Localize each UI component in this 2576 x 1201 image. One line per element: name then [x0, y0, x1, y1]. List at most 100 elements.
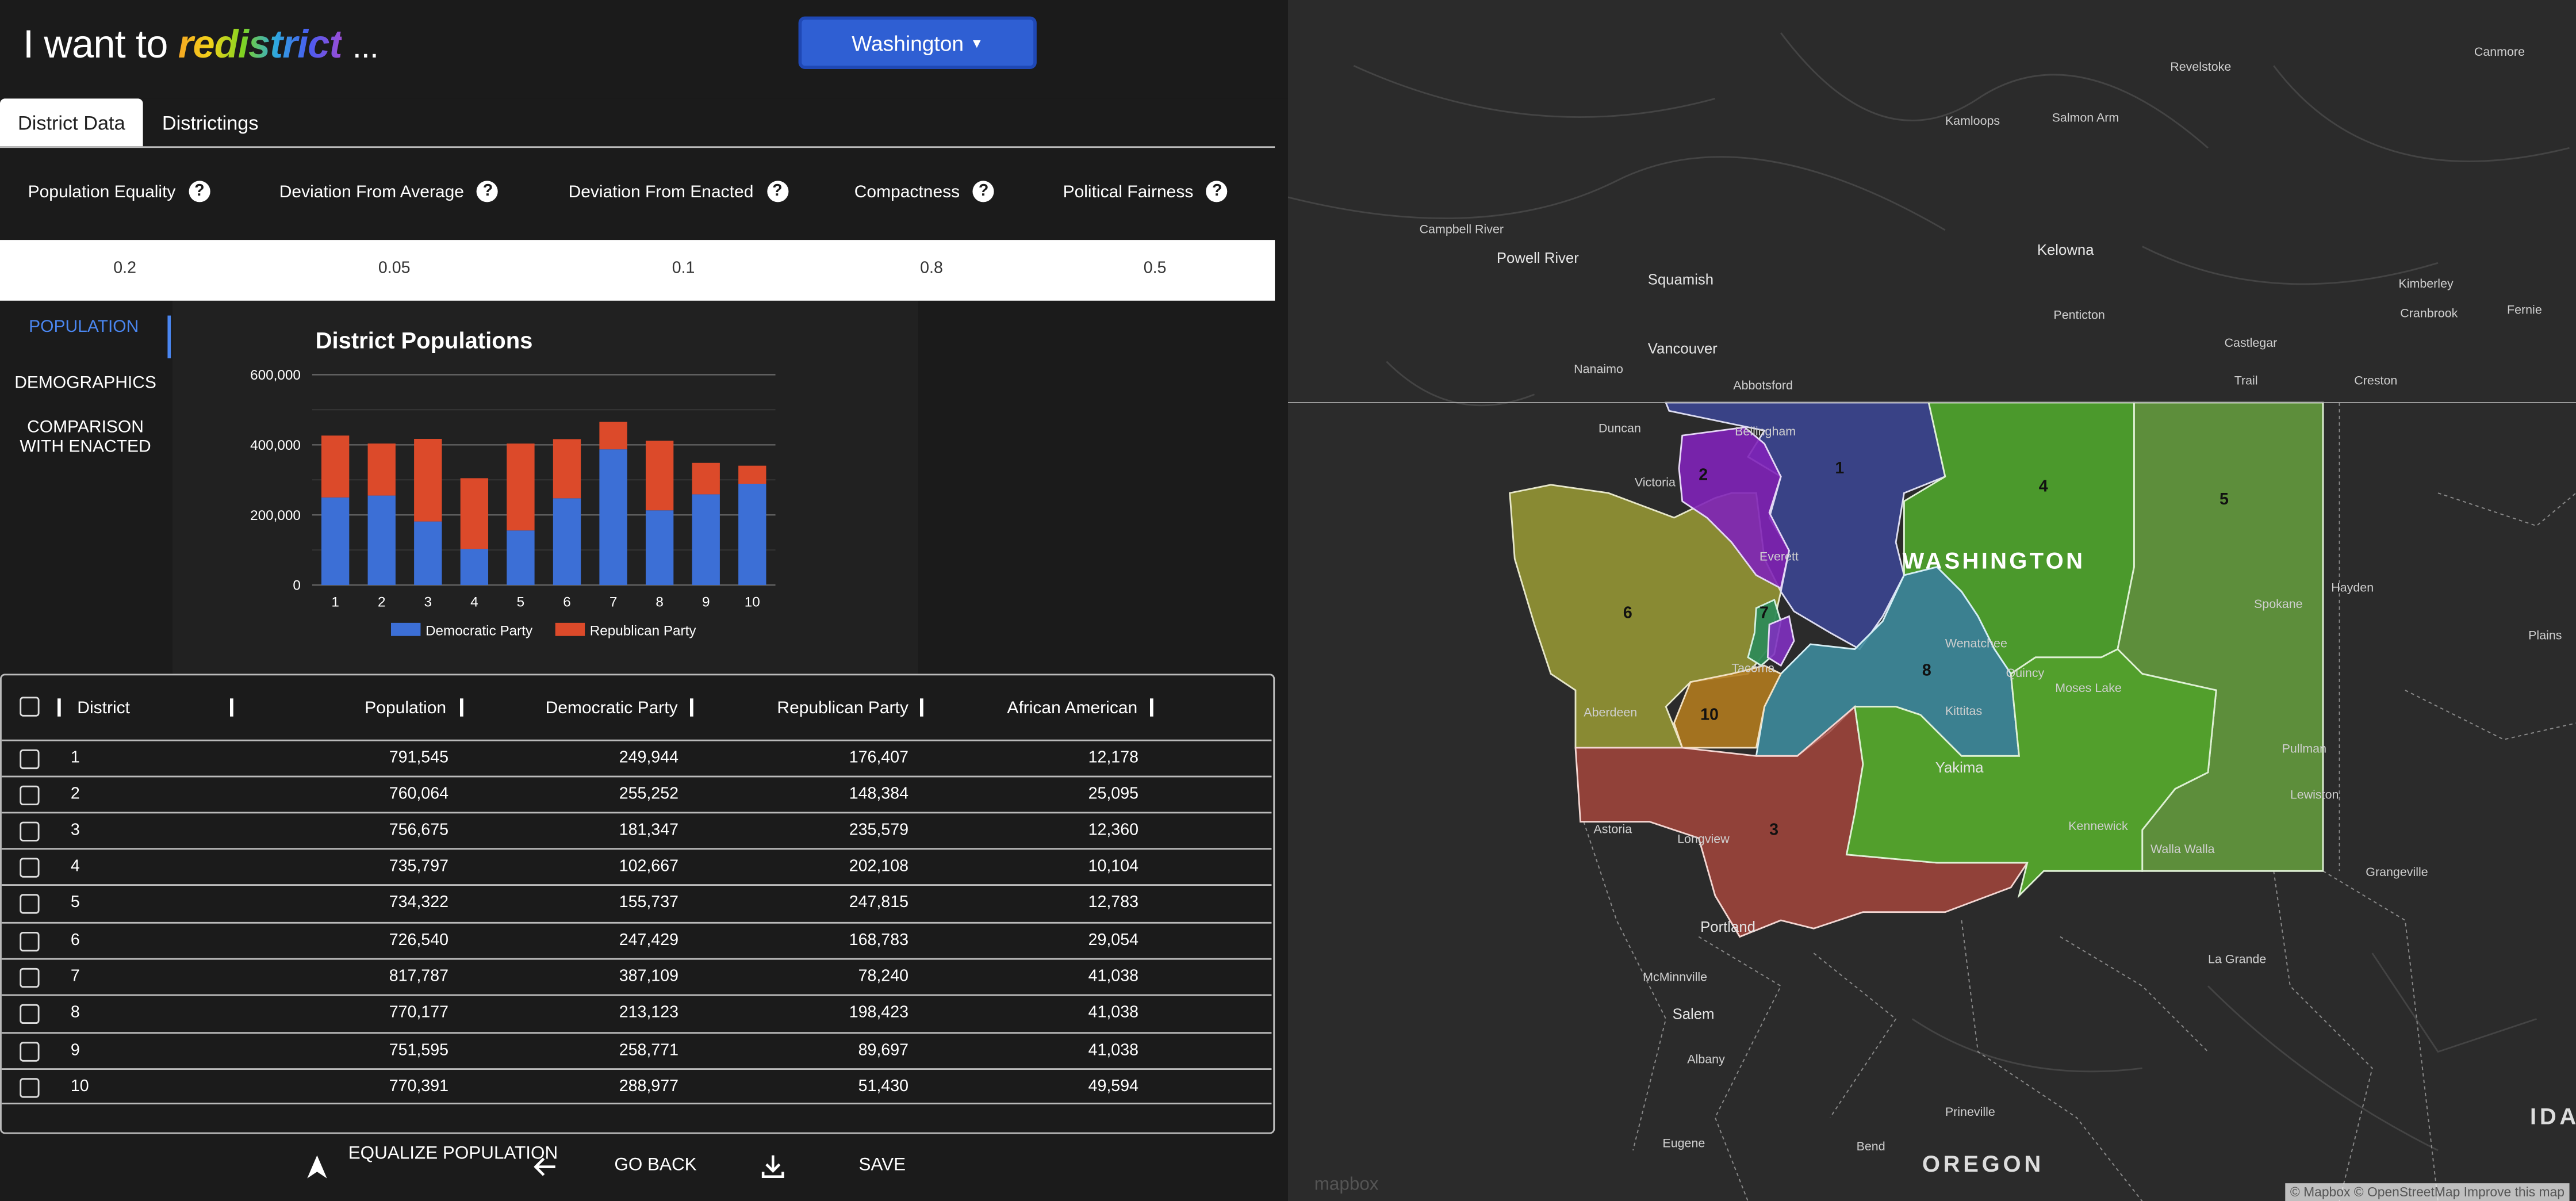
- cell-african-american: 41,038: [1088, 1042, 1138, 1060]
- side-tab-population[interactable]: POPULATION: [0, 315, 171, 358]
- place-label: La Grande: [2208, 951, 2267, 966]
- table-row[interactable]: 9 751,595 258,771 89,697 41,038: [1, 1032, 1272, 1068]
- row-checkbox[interactable]: [20, 749, 40, 770]
- state-dropdown-button[interactable]: Washington ▼: [798, 16, 1037, 70]
- district-9-region[interactable]: [1766, 615, 1795, 667]
- cell-african-american: 12,178: [1088, 749, 1138, 768]
- cell-african-american: 25,095: [1088, 785, 1138, 804]
- column-header-democratic-party[interactable]: Democratic Party: [545, 698, 678, 718]
- column-header-population[interactable]: Population: [365, 698, 447, 718]
- tab-districtings[interactable]: Districtings: [162, 110, 259, 134]
- table-row[interactable]: 1 791,545 249,944 176,407 12,178: [1, 739, 1272, 776]
- cell-population: 734,322: [389, 894, 448, 912]
- column-separator: [460, 698, 463, 717]
- district-label-3: 3: [1769, 821, 1779, 840]
- tab-bar: District Data Districtings: [0, 98, 1275, 148]
- table-row[interactable]: 8 770,177 213,123 198,423 41,038: [1, 994, 1272, 1031]
- place-label: Kimberley: [2398, 276, 2454, 291]
- save-button[interactable]: SAVE: [858, 1155, 906, 1175]
- table-row[interactable]: 7 817,787 387,109 78,240 41,038: [1, 958, 1272, 995]
- place-label: Aberdeen: [1584, 705, 1638, 720]
- y-tick-label: 200,000: [250, 508, 301, 523]
- row-checkbox[interactable]: [20, 1042, 40, 1062]
- row-checkbox[interactable]: [20, 858, 40, 878]
- row-checkbox[interactable]: [20, 821, 40, 842]
- cell-democratic: 258,771: [619, 1042, 678, 1060]
- place-label: Spokane: [2254, 596, 2303, 611]
- cell-population: 817,787: [389, 967, 448, 986]
- cell-population: 770,177: [389, 1004, 448, 1023]
- x-tick-label: 6: [563, 594, 571, 610]
- measure-label: Deviation From Enacted: [568, 181, 754, 201]
- legend-swatch: [555, 622, 585, 636]
- district-table: [0, 674, 1275, 1134]
- row-checkbox[interactable]: [20, 932, 40, 952]
- row-checkbox[interactable]: [20, 1078, 40, 1098]
- cell-african-american: 12,360: [1088, 821, 1138, 840]
- cell-democratic: 249,944: [619, 749, 678, 768]
- x-tick-label: 7: [610, 594, 618, 610]
- place-label: Kennewick: [2068, 818, 2128, 833]
- district-3-region[interactable]: [1574, 705, 2029, 938]
- map-canvas[interactable]: [1288, 0, 2576, 1201]
- legend-label: Democratic Party: [425, 623, 533, 638]
- map-attribution[interactable]: © Mapbox © OpenStreetMap Improve this ma…: [2285, 1183, 2570, 1201]
- place-label: Revelstoke: [2170, 59, 2232, 74]
- map-view[interactable]: 1 2 3 4 5 6 7 8 10 WASHINGTON OREGON IDA…: [1288, 0, 2576, 1201]
- cell-district: 3: [70, 821, 80, 840]
- help-icon[interactable]: ?: [766, 181, 788, 202]
- district-label-2: 2: [1699, 466, 1708, 485]
- table-row[interactable]: 4 735,797 102,667 202,108 10,104: [1, 848, 1272, 884]
- table-row[interactable]: 3 756,675 181,347 235,579 12,360: [1, 812, 1272, 848]
- help-icon[interactable]: ?: [973, 181, 995, 202]
- district-10-region[interactable]: [1673, 664, 1782, 749]
- left-panel: I want to redistrict ... Washington ▼ Di…: [0, 16, 1275, 1179]
- equalize-population-button[interactable]: EQUALIZE POPULATION: [348, 1143, 558, 1164]
- district-2-region[interactable]: [1678, 426, 1790, 590]
- cell-population: 791,545: [389, 749, 448, 768]
- navigation-arrow-icon: [307, 1155, 327, 1179]
- select-all-checkbox[interactable]: [20, 697, 40, 717]
- bar-democratic: [414, 521, 442, 586]
- table-row[interactable]: 10 770,391 288,977 51,430 49,594: [1, 1068, 1272, 1104]
- state-label-oregon: OREGON: [1922, 1150, 2044, 1177]
- place-label: Castlegar: [2224, 335, 2278, 350]
- y-tick-label: 400,000: [250, 438, 301, 453]
- table-row[interactable]: 2 760,064 255,252 148,384 25,095: [1, 775, 1272, 812]
- table-row[interactable]: 6 726,540 247,429 168,783 29,054: [1, 921, 1272, 958]
- tab-district-data[interactable]: District Data: [0, 98, 143, 147]
- bar-republican: [460, 478, 489, 549]
- cell-republican: 168,783: [849, 932, 908, 950]
- side-tab-comparison-with-enacted[interactable]: COMPARISON WITH ENACTED: [20, 417, 151, 457]
- place-label: Vancouver: [1647, 340, 1718, 357]
- mapbox-logo[interactable]: mapbox: [1314, 1175, 1379, 1195]
- district-4b-region[interactable]: [1845, 648, 2217, 898]
- help-icon[interactable]: ?: [189, 181, 210, 202]
- bar-republican: [645, 441, 674, 511]
- place-label: Everett: [1759, 549, 1799, 564]
- row-checkbox[interactable]: [20, 967, 40, 988]
- measure-value-deviation-from-average: 0.05: [378, 259, 411, 278]
- side-tab-list: [0, 300, 172, 674]
- column-header-district[interactable]: District: [77, 698, 130, 718]
- help-icon[interactable]: ?: [477, 181, 499, 202]
- row-checkbox[interactable]: [20, 785, 40, 805]
- row-checkbox[interactable]: [20, 894, 40, 914]
- side-tab-demographics[interactable]: DEMOGRAPHICS: [14, 373, 156, 393]
- measure-header-population-equality: Population Equality ?: [28, 181, 210, 202]
- place-label: Cranbrook: [2400, 305, 2458, 321]
- go-back-button[interactable]: GO BACK: [614, 1155, 697, 1175]
- place-label: Plains: [2528, 628, 2562, 643]
- cell-population: 726,540: [389, 932, 448, 950]
- table-row[interactable]: 5 734,322 155,737 247,815 12,783: [1, 884, 1272, 920]
- cell-african-american: 41,038: [1088, 967, 1138, 986]
- column-header-african-american[interactable]: African American: [1007, 698, 1138, 718]
- x-tick-label: 1: [331, 594, 339, 610]
- legend-swatch: [391, 622, 421, 636]
- column-header-republican-party[interactable]: Republican Party: [777, 698, 908, 718]
- caret-down-icon: ▼: [970, 35, 984, 51]
- help-icon[interactable]: ?: [1206, 181, 1228, 202]
- bar-democratic: [367, 495, 396, 586]
- place-label: Canmore: [2474, 44, 2525, 59]
- row-checkbox[interactable]: [20, 1004, 40, 1024]
